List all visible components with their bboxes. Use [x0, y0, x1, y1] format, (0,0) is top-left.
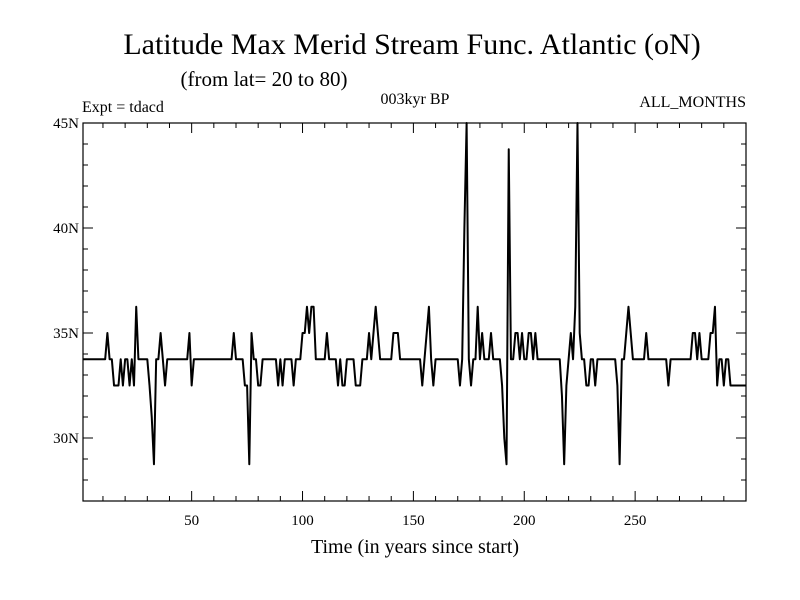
plot-frame	[82, 122, 747, 502]
experiment-label: Expt = tdacd	[82, 99, 164, 116]
y-minor-ticks	[83, 143, 746, 502]
x-axis-ticks: 50 100 150 200 250	[184, 123, 646, 529]
series-line	[83, 122, 746, 466]
x-axis-label: Time (in years since start)	[311, 536, 519, 558]
series-layer	[83, 122, 746, 466]
x-tick-label: 100	[291, 513, 314, 529]
x-tick-label: 150	[402, 513, 425, 529]
y-tick-label: 45N	[53, 116, 79, 132]
chart-title: Latitude Max Merid Stream Func. Atlantic…	[123, 28, 700, 61]
chart-subtitle: (from lat= 20 to 80)	[181, 67, 348, 91]
y-axis-ticks: 30N 35N 40N 45N	[53, 116, 746, 447]
y-tick-label: 40N	[53, 221, 79, 237]
x-tick-label: 250	[624, 513, 647, 529]
y-tick-label: 30N	[53, 431, 79, 447]
y-tick-label: 35N	[53, 326, 79, 342]
x-tick-label: 50	[184, 513, 199, 529]
period-label: 003kyr BP	[381, 91, 450, 108]
x-minor-ticks	[102, 123, 725, 501]
months-label: ALL_MONTHS	[639, 94, 746, 111]
x-tick-label: 200	[513, 513, 536, 529]
